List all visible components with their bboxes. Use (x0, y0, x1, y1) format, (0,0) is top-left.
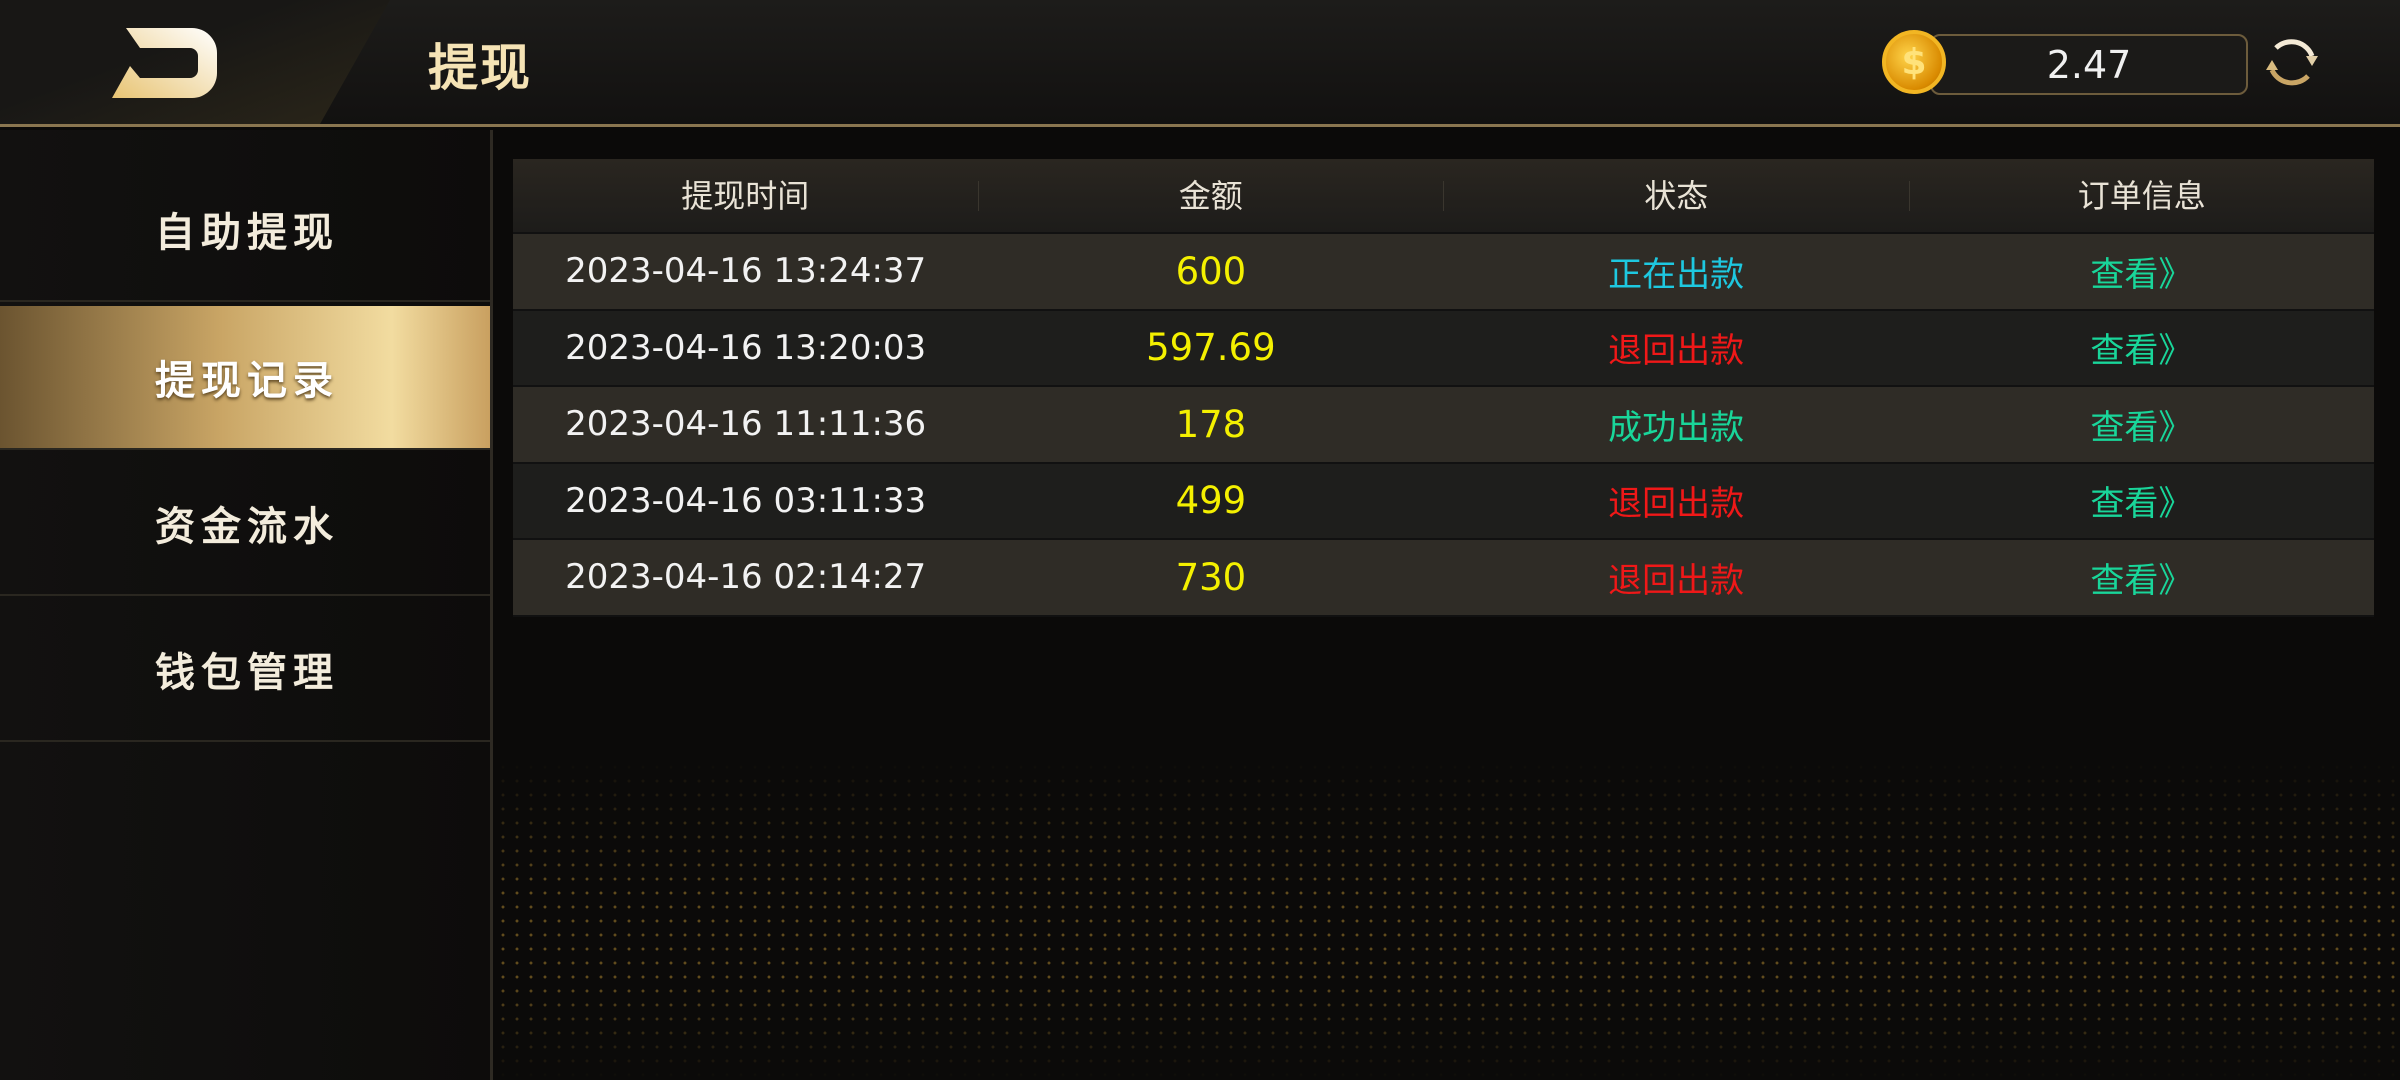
withdraw-time: 2023-04-16 03:11:33 (565, 480, 927, 521)
column-header-time: 提现时间 (513, 180, 979, 212)
withdraw-amount: 597.69 (1146, 326, 1276, 370)
withdraw-status: 成功出款 (1608, 407, 1745, 448)
withdraw-status: 退回出款 (1608, 484, 1745, 525)
withdraw-time: 2023-04-16 11:11:36 (565, 404, 927, 445)
table-header: 提现时间 金额 状态 订单信息 (513, 159, 2374, 234)
sidebar-item-label: 资金流水 (155, 504, 339, 550)
background-dots (496, 760, 2400, 1080)
sidebar-item-label: 提现记录 (155, 358, 339, 404)
withdraw-amount: 178 (1175, 402, 1247, 446)
withdraw-records-table: 提现时间 金额 状态 订单信息 2023-04-16 13:24:37 600 … (513, 159, 2374, 617)
sidebar: 自助提现 提现记录 资金流水 钱包管理 (0, 130, 493, 1080)
sidebar-item-withdraw-records[interactable]: 提现记录 (0, 306, 490, 450)
withdraw-status: 正在出款 (1608, 254, 1745, 295)
column-header-order-info: 订单信息 (2077, 176, 2206, 215)
sidebar-item-fund-flow[interactable]: 资金流水 (0, 452, 490, 596)
balance-display: 2.47 (1930, 34, 2248, 95)
withdraw-time: 2023-04-16 13:24:37 (565, 251, 927, 292)
view-order-link[interactable]: 查看》 (2090, 254, 2193, 295)
view-order-link[interactable]: 查看》 (2090, 331, 2193, 372)
view-order-link[interactable]: 查看》 (2090, 560, 2193, 601)
column-header-status: 状态 (1444, 180, 1910, 212)
balance-value: 2.47 (2046, 42, 2132, 87)
dollar-coin-icon: $ (1882, 30, 1946, 94)
back-button[interactable] (112, 28, 217, 98)
sidebar-item-self-withdraw[interactable]: 自助提现 (0, 158, 490, 302)
table-row: 2023-04-16 03:11:33 499 退回出款 查看》 (513, 463, 2374, 540)
withdraw-status: 退回出款 (1608, 331, 1745, 372)
page-title: 提现 (428, 39, 532, 97)
table-row: 2023-04-16 11:11:36 178 成功出款 查看》 (513, 387, 2374, 464)
table-row: 2023-04-16 13:20:03 597.69 退回出款 查看》 (513, 310, 2374, 387)
sidebar-item-label: 自助提现 (155, 210, 339, 256)
sidebar-item-label: 钱包管理 (155, 650, 339, 696)
back-area (0, 0, 390, 124)
view-order-link[interactable]: 查看》 (2090, 484, 2193, 525)
withdraw-time: 2023-04-16 13:20:03 (565, 327, 927, 368)
withdraw-amount: 600 (1175, 249, 1247, 293)
withdraw-status: 退回出款 (1608, 560, 1745, 601)
withdraw-time: 2023-04-16 02:14:27 (565, 557, 927, 598)
top-bar: 提现 2.47 $ (0, 0, 2400, 127)
view-order-link[interactable]: 查看》 (2090, 407, 2193, 448)
withdraw-amount: 499 (1175, 479, 1247, 523)
refresh-icon[interactable] (2262, 34, 2322, 94)
table-row: 2023-04-16 02:14:27 730 退回出款 查看》 (513, 540, 2374, 617)
sidebar-item-wallet-management[interactable]: 钱包管理 (0, 598, 490, 742)
withdraw-amount: 730 (1175, 555, 1247, 599)
column-header-amount: 金额 (979, 180, 1444, 212)
table-row: 2023-04-16 13:24:37 600 正在出款 查看》 (513, 234, 2374, 311)
